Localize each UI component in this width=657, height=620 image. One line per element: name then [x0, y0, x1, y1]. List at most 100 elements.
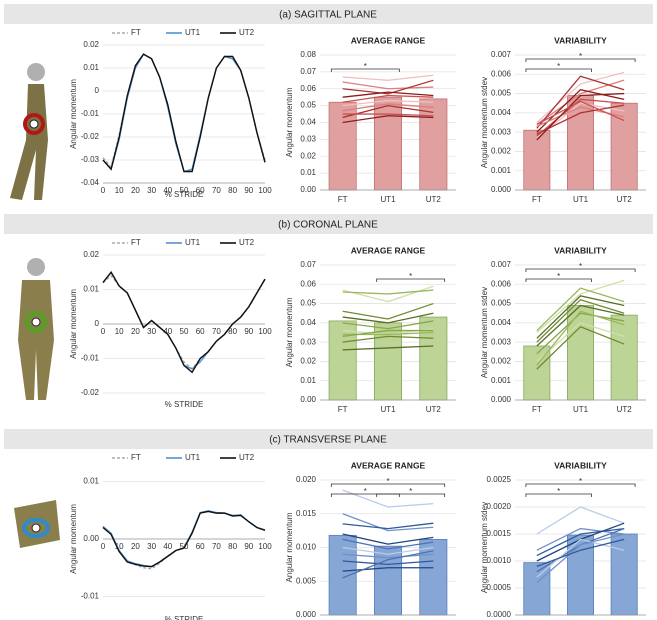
x-tick-label: 100 [258, 542, 272, 551]
panel-title: (c) TRANSVERSE PLANE [269, 435, 387, 446]
legend-label: UT2 [239, 28, 255, 37]
y-tick-label: 0.0020 [487, 502, 512, 511]
y-tick-label: 0.010 [296, 543, 317, 552]
significance-bracket [330, 483, 446, 487]
significance-bracket [376, 493, 446, 497]
y-axis-label: Angular momentum stdev [480, 502, 489, 593]
x-tick-label: 90 [244, 186, 253, 195]
panel-title: (b) CORONAL PLANE [278, 220, 378, 231]
bar [610, 314, 638, 401]
y-tick-label: 0.002 [491, 357, 512, 366]
subject-line [342, 113, 434, 117]
x-tick-label: 70 [212, 186, 221, 195]
y-tick-label: 0.0015 [487, 529, 512, 538]
bar [328, 534, 357, 616]
y-tick-label: 0.07 [300, 260, 316, 269]
y-tick-label: 0.006 [491, 279, 512, 288]
y-tick-label: 0.05 [300, 101, 316, 110]
subject-line [342, 94, 434, 103]
chart-title: AVERAGE RANGE [351, 245, 426, 255]
subject-line [536, 295, 625, 339]
y-tick-label: 0.004 [491, 318, 512, 327]
subject-line [342, 103, 434, 112]
x-tick-label: UT1 [380, 195, 396, 204]
significance-bracket [330, 493, 400, 497]
y-tick-label: 0.01 [83, 477, 99, 486]
significance-bracket [525, 268, 636, 272]
x-tick-label: 70 [212, 327, 221, 336]
significance-label: * [557, 62, 560, 71]
subject-line [536, 538, 625, 578]
y-tick-label: 0.006 [491, 69, 512, 78]
subject-line [536, 527, 625, 551]
x-tick-label: UT1 [380, 405, 396, 414]
x-tick-label: UT1 [573, 405, 589, 414]
subject-line [342, 567, 434, 572]
x-tick-label: 40 [163, 186, 172, 195]
significance-label: * [579, 262, 582, 271]
x-tick-label: FT [532, 405, 542, 414]
x-tick-label: 0 [101, 542, 106, 551]
x-tick-label: 80 [228, 186, 237, 195]
y-tick-label: 0.003 [491, 337, 512, 346]
subject-line [536, 538, 625, 568]
x-tick-label: 50 [180, 327, 189, 336]
x-tick-label: 40 [163, 542, 172, 551]
y-tick-label: -0.03 [81, 155, 100, 164]
significance-label: * [409, 272, 412, 281]
y-tick-label: 0.0025 [487, 475, 512, 484]
y-tick-label: 0.05 [300, 299, 316, 308]
y-axis-label: Angular momentum stdev [480, 287, 489, 378]
significance-bracket [376, 278, 446, 282]
y-tick-label: 0.02 [83, 40, 99, 49]
significance-bracket [525, 483, 636, 487]
x-axis-label: % STRIDE [165, 615, 204, 620]
subject-line [342, 320, 434, 330]
subject-line [342, 312, 434, 324]
x-tick-label: FT [338, 405, 348, 414]
y-tick-label: 0.06 [300, 84, 316, 93]
y-tick-label: 0.07 [300, 67, 316, 76]
y-tick-label: 0.001 [491, 166, 512, 175]
y-tick-label: 0.04 [300, 118, 316, 127]
chart-title: AVERAGE RANGE [351, 35, 426, 45]
subject-line [536, 506, 625, 535]
bar [523, 562, 551, 616]
x-tick-label: 100 [258, 327, 272, 336]
y-tick-label: 0.000 [491, 395, 512, 404]
coronal-icon [18, 258, 54, 400]
x-tick-label: 30 [147, 542, 156, 551]
y-axis-label: Angular momentum [69, 79, 78, 149]
y-tick-label: 0.02 [300, 357, 316, 366]
subject-line [536, 527, 625, 557]
x-tick-label: 80 [228, 542, 237, 551]
series-line [102, 510, 266, 568]
subject-line [536, 89, 625, 133]
x-tick-label: 0 [101, 327, 106, 336]
y-tick-label: 0.00 [300, 395, 316, 404]
x-tick-label: 60 [196, 186, 205, 195]
x-tick-label: 40 [163, 327, 172, 336]
y-tick-label: 0.00 [300, 185, 316, 194]
x-tick-label: 10 [115, 186, 124, 195]
x-tick-label: 10 [115, 542, 124, 551]
significance-label: * [364, 487, 367, 496]
y-tick-label: -0.01 [81, 354, 100, 363]
subject-line [536, 322, 625, 362]
bar [567, 305, 595, 401]
x-axis-label: % STRIDE [165, 400, 204, 409]
x-tick-label: 100 [258, 186, 272, 195]
x-tick-label: 80 [228, 327, 237, 336]
y-tick-label: 0 [95, 86, 100, 95]
x-tick-label: UT2 [617, 405, 633, 414]
x-tick-label: FT [532, 195, 542, 204]
chart-title: AVERAGE RANGE [351, 460, 426, 470]
x-tick-label: UT2 [617, 195, 633, 204]
significance-label: * [386, 477, 389, 486]
y-tick-label: 0.08 [300, 50, 316, 59]
subject-line [536, 279, 625, 333]
subject-line [536, 287, 625, 332]
bar [373, 96, 402, 191]
x-tick-label: 0 [101, 186, 106, 195]
